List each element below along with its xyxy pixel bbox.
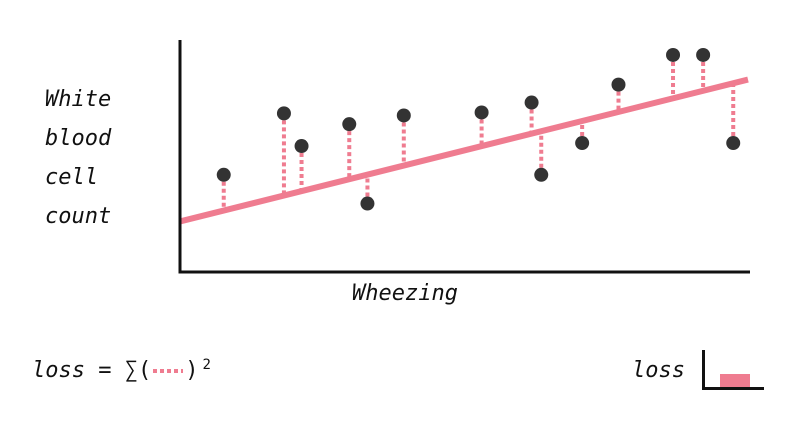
formula-close-paren: )	[185, 358, 199, 383]
data-point	[276, 106, 291, 121]
data-point	[342, 117, 357, 132]
data-point	[611, 77, 626, 92]
regression-line	[179, 76, 749, 225]
residuals-group	[221, 54, 736, 211]
loss-meter-axis-horizontal	[702, 387, 764, 390]
loss-meter-bar	[720, 374, 750, 387]
data-point	[726, 136, 741, 151]
data-point	[575, 136, 590, 151]
data-point	[216, 167, 231, 182]
residual-dash-icon	[153, 368, 184, 373]
formula-sum-open: ∑(	[124, 358, 152, 383]
data-point	[666, 47, 681, 62]
axes-group	[178, 40, 750, 274]
x-axis-label: Wheezing	[352, 281, 458, 306]
formula-loss-term: loss	[32, 358, 85, 383]
data-point	[294, 139, 309, 154]
loss-meter	[702, 350, 764, 390]
points-group	[216, 47, 741, 211]
data-point	[696, 47, 711, 62]
y-axis-label-line: cell	[45, 165, 98, 190]
data-point	[474, 105, 489, 120]
loss-meter-axis-vertical	[702, 350, 705, 390]
formula-equals: =	[98, 358, 112, 383]
y-axis-label-line: blood	[45, 126, 112, 151]
loss-meter-label: loss	[632, 358, 685, 383]
regression-line-group	[179, 76, 749, 225]
formula-exponent: 2	[202, 356, 211, 373]
data-point	[524, 95, 539, 110]
data-point	[396, 108, 411, 123]
y-axis-label-line: count	[45, 204, 112, 229]
loss-formula: loss = ∑( ) 2	[32, 356, 211, 384]
y-axis-label-line: White	[45, 87, 112, 112]
data-point	[360, 196, 375, 211]
data-point	[534, 167, 549, 182]
